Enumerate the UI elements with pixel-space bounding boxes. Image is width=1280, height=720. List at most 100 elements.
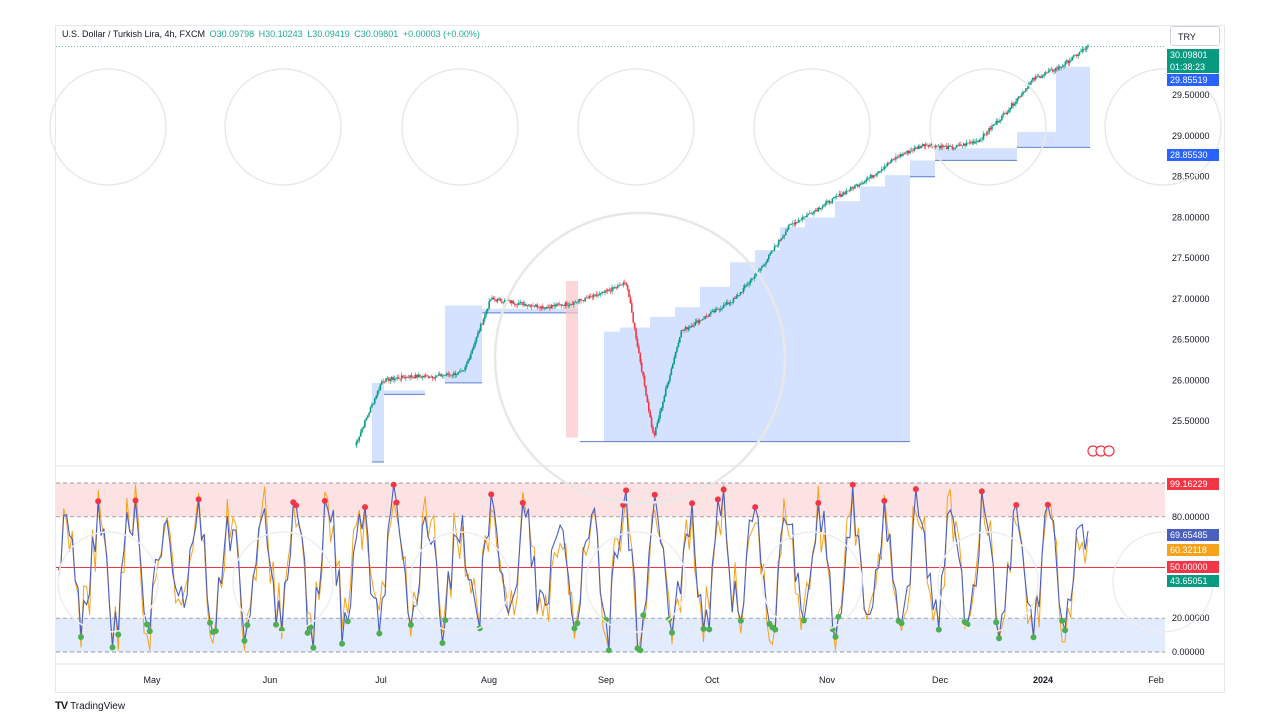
candle-body-25 — [389, 379, 392, 382]
candle-body-386 — [899, 154, 901, 157]
candle-body-321 — [807, 213, 810, 215]
candle-body-259 — [719, 308, 722, 311]
watermark-circle-bottom-2 — [409, 531, 511, 633]
candle-body-14 — [373, 398, 376, 404]
candle-body-509 — [1073, 55, 1075, 57]
candle-body-355 — [855, 184, 858, 186]
candle-body-156 — [574, 302, 577, 303]
candle-body-66 — [447, 373, 450, 375]
candle-body-4 — [359, 432, 362, 437]
candle-body-402 — [921, 144, 924, 146]
candle-body-52 — [427, 375, 430, 378]
candle-body-141 — [553, 304, 555, 307]
candle-body-439 — [974, 141, 976, 144]
candle-body-198 — [633, 322, 636, 329]
candle-body-462 — [1006, 112, 1009, 115]
candle-body-163 — [584, 297, 587, 302]
candle-body-488 — [1043, 74, 1046, 76]
osc-bottom-dot-87 — [304, 629, 311, 636]
candle-body-262 — [724, 304, 726, 306]
candle-body-489 — [1044, 72, 1047, 75]
candle-body-395 — [912, 150, 914, 152]
candle-body-435 — [968, 142, 971, 144]
candle-body-189 — [621, 284, 623, 286]
price-axis-tick-3: 27.00000 — [1172, 294, 1210, 304]
candle-body-99 — [494, 299, 496, 300]
candle-body-201 — [638, 346, 640, 354]
candle-body-194 — [628, 289, 630, 298]
candle-body-83 — [471, 349, 474, 354]
candle-body-92 — [484, 314, 486, 320]
candle-body-81 — [468, 358, 471, 361]
osc-bottom-dot-180 — [571, 625, 578, 632]
currency-button[interactable]: TRY — [1170, 26, 1220, 46]
candle-body-265 — [728, 303, 731, 305]
watermark-circle-bottom-3 — [585, 531, 687, 633]
candle-body-381 — [892, 159, 894, 160]
candle-body-175 — [601, 291, 603, 294]
candle-body-461 — [1005, 112, 1007, 115]
candle-body-418 — [944, 146, 947, 147]
candle-body-88 — [478, 330, 481, 333]
osc-axis-tick-3: 80.00000 — [1172, 512, 1210, 522]
osc-bottom-dot-99 — [339, 640, 346, 647]
candle-body-279 — [748, 282, 750, 285]
osc-bottom-dot-112 — [376, 630, 383, 637]
candle-body-340 — [834, 196, 836, 198]
candle-body-473 — [1022, 91, 1024, 95]
candle-body-276 — [744, 285, 746, 289]
candle-body-137 — [547, 306, 550, 308]
candle-body-476 — [1026, 88, 1029, 89]
osc-top-dot-198 — [623, 487, 630, 494]
candle-body-419 — [945, 146, 948, 150]
candle-body-440 — [975, 141, 978, 143]
candle-body-472 — [1020, 94, 1023, 97]
candle-body-479 — [1030, 80, 1033, 83]
candle-body-481 — [1033, 78, 1036, 80]
candle-body-263 — [725, 302, 728, 305]
time-axis-label-6: Nov — [819, 675, 836, 685]
candle-body-417 — [943, 146, 945, 148]
candle-body-407 — [929, 145, 931, 147]
candle-body-173 — [598, 294, 601, 296]
candle-body-160 — [580, 299, 582, 301]
candle-body-378 — [888, 162, 890, 164]
candle-body-78 — [464, 367, 466, 371]
candle-body-186 — [616, 285, 619, 288]
candle-body-516 — [1082, 49, 1085, 50]
candle-body-441 — [977, 141, 979, 143]
candle-body-511 — [1075, 54, 1078, 57]
candle-body-377 — [886, 162, 889, 167]
osc-top-dot-162 — [519, 499, 526, 506]
candle-body-388 — [902, 153, 904, 156]
candle-body-171 — [595, 294, 598, 297]
candle-body-371 — [878, 171, 880, 174]
candle-body-123 — [527, 304, 530, 306]
candle-body-152 — [568, 304, 571, 306]
candle-body-290 — [763, 264, 766, 266]
candle-body-317 — [801, 217, 804, 220]
candle-body-125 — [530, 305, 533, 307]
watermark-circle-bottom-0 — [57, 531, 159, 633]
candle-body-487 — [1042, 75, 1044, 77]
price-axis-tick-7: 29.00000 — [1172, 131, 1210, 141]
candle-body-132 — [540, 306, 543, 309]
candle-body-79 — [465, 363, 468, 368]
candle-body-444 — [981, 139, 983, 140]
candle-body-287 — [759, 268, 762, 271]
candle-body-75 — [460, 370, 462, 372]
candle-body-172 — [597, 295, 599, 297]
candle-body-512 — [1077, 54, 1079, 57]
candle-body-283 — [753, 275, 756, 279]
candle-body-109 — [508, 300, 510, 301]
candle-body-211 — [652, 426, 654, 433]
candle-body-455 — [996, 121, 999, 123]
tradingview-logo[interactable]: TV TradingView — [55, 700, 125, 712]
candle-body-380 — [890, 159, 893, 163]
candle-body-74 — [458, 371, 461, 373]
watermark-circle-top-5 — [929, 68, 1047, 186]
candle-body-449 — [988, 127, 990, 133]
candle-body-330 — [820, 208, 822, 210]
candle-body-116 — [518, 303, 520, 305]
